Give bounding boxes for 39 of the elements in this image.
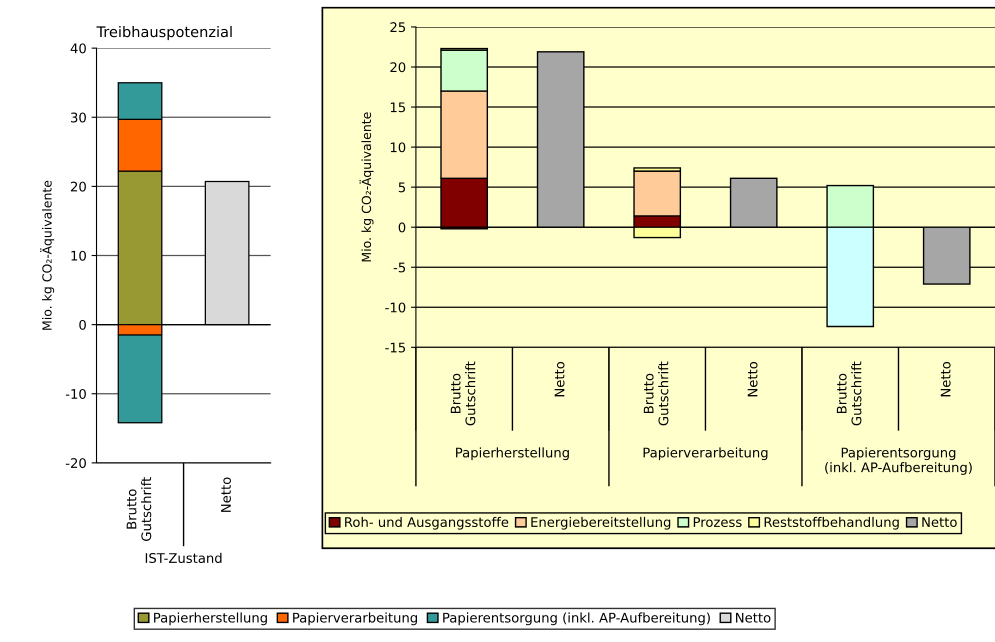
legend-label: Papierherstellung [154,612,267,626]
x-tick-label: Brutto Gutschrift [450,362,476,426]
x-tick-label: Brutto Gutschrift [836,362,862,426]
y-tick-label: -20 [66,458,86,468]
y-tick-label: 20 [70,182,86,192]
legend-label: Prozess [694,517,742,528]
y-tick-label: -5 [394,262,406,272]
y-tick-label: 10 [390,142,406,152]
x-axis-title: IST-Zustand [146,552,222,564]
x-tick-label: Brutto Gutschrift [644,362,668,426]
y-tick-label: 0 [398,222,406,232]
x-tick-label: Brutto Gutschrift [126,477,152,541]
y-tick-label: -15 [385,342,406,353]
y-tick-label: 10 [71,250,86,261]
y-tick-label: -10 [385,302,406,312]
y-tick-label: 25 [390,22,406,32]
text: Papierverarbeitung [644,447,768,460]
y-tick-label: 5 [398,182,406,192]
legend-label: Roh- und Ausgangsstoffe [345,516,508,530]
text: Papierentsorgung (inkl. AP-Aufbereitung) [825,447,972,475]
x-tick-label: Netto [940,362,951,396]
chart-title: Treibhauspotenzial [96,26,232,40]
y-axis-title: Mio. kg CO₂-Äquivalente [360,112,374,262]
y-tick-label: 40 [70,43,86,54]
x-tick-label: Netto [554,362,565,396]
y-tick-label: 15 [390,102,406,112]
y-tick-label: 30 [71,112,86,122]
legend-label: Netto [736,612,770,623]
y-axis-title: Mio. kg CO₂-Äquivalente [40,180,54,330]
legend-label: Reststoffbehandlung [764,516,899,530]
legend-label: Energiebereitstellung [531,516,670,530]
text: Papierherstellung [456,447,569,460]
y-tick-label: 0 [79,320,86,330]
y-tick-label: -10 [66,388,86,399]
x-tick-label: Netto [748,362,758,396]
legend-label: Netto [922,517,957,528]
legend-label: Papierentsorgung (inkl. AP-Aufbereitung) [443,612,710,626]
legend-label: Papierverarbeitung [293,612,417,626]
y-tick-label: 20 [390,62,406,72]
